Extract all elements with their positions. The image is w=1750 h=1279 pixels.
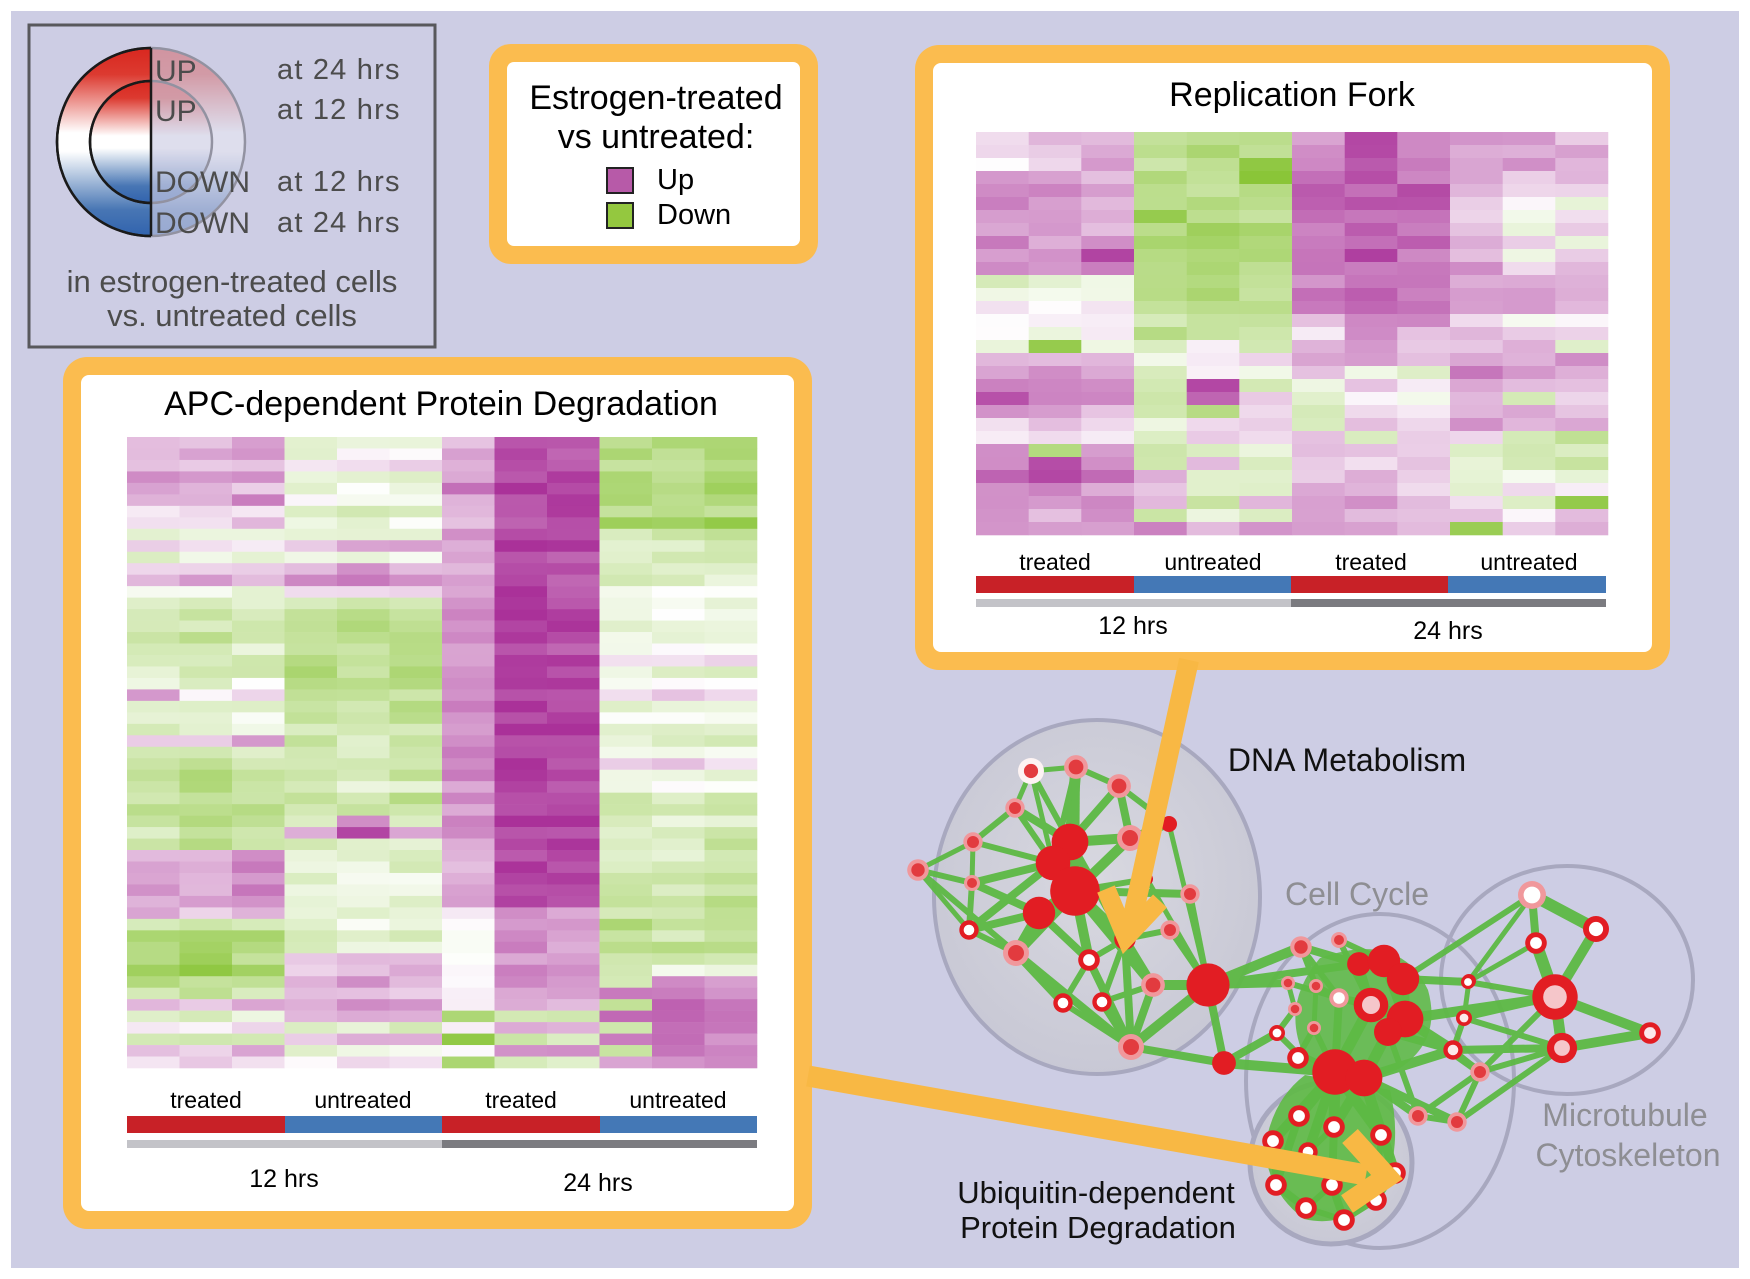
svg-text:12 hrs: 12 hrs <box>249 1165 318 1193</box>
svg-text:at 12 hrs: at 12 hrs <box>277 94 401 126</box>
svg-text:UP: UP <box>155 95 197 128</box>
svg-text:untreated: untreated <box>629 1087 726 1113</box>
svg-text:treated: treated <box>170 1087 242 1113</box>
svg-text:Ubiquitin-dependent: Ubiquitin-dependent <box>957 1175 1235 1210</box>
svg-text:Down: Down <box>657 199 731 231</box>
svg-text:Microtubule: Microtubule <box>1542 1097 1707 1133</box>
svg-text:Protein Degradation: Protein Degradation <box>960 1210 1236 1245</box>
svg-text:DOWN: DOWN <box>155 207 250 240</box>
svg-text:Replication Fork: Replication Fork <box>1169 76 1416 114</box>
svg-text:24 hrs: 24 hrs <box>1413 617 1482 645</box>
svg-text:untreated: untreated <box>1480 549 1577 575</box>
svg-text:Up: Up <box>657 164 694 196</box>
svg-text:Cytoskeleton: Cytoskeleton <box>1536 1137 1721 1173</box>
svg-text:Cell Cycle: Cell Cycle <box>1285 876 1429 912</box>
svg-text:at 12 hrs: at 12 hrs <box>277 166 401 198</box>
svg-text:vs. untreated cells: vs. untreated cells <box>107 298 357 333</box>
svg-text:Estrogen-treated: Estrogen-treated <box>529 79 782 117</box>
svg-text:24 hrs: 24 hrs <box>563 1169 632 1197</box>
svg-text:APC-dependent Protein Degradat: APC-dependent Protein Degradation <box>164 385 718 423</box>
svg-text:treated: treated <box>1019 549 1091 575</box>
svg-text:UP: UP <box>155 55 197 88</box>
svg-text:DOWN: DOWN <box>155 166 250 199</box>
svg-text:untreated: untreated <box>314 1087 411 1113</box>
svg-text:treated: treated <box>485 1087 557 1113</box>
svg-text:DNA Metabolism: DNA Metabolism <box>1228 742 1466 778</box>
svg-text:untreated: untreated <box>1164 549 1261 575</box>
svg-text:in estrogen-treated cells: in estrogen-treated cells <box>67 264 398 299</box>
svg-text:treated: treated <box>1335 549 1407 575</box>
svg-text:vs untreated:: vs untreated: <box>558 118 755 156</box>
svg-text:at 24 hrs: at 24 hrs <box>277 207 401 239</box>
svg-text:12 hrs: 12 hrs <box>1098 612 1167 640</box>
svg-text:at 24 hrs: at 24 hrs <box>277 54 401 86</box>
